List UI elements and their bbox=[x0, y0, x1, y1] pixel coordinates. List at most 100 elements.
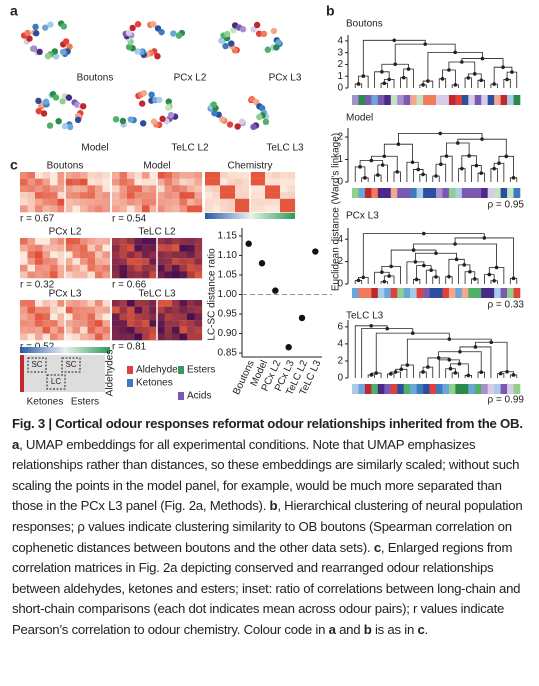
umap-point bbox=[224, 30, 231, 38]
heatmap-title: Model bbox=[143, 161, 170, 172]
heatmap-cell bbox=[72, 306, 81, 314]
heatmap-cell bbox=[72, 185, 81, 193]
heatmap-cell bbox=[87, 185, 96, 193]
y-tick-label: 1 bbox=[337, 154, 343, 165]
dendrogram-node bbox=[413, 260, 418, 264]
heatmap-cell bbox=[65, 192, 73, 199]
odour-color bbox=[423, 384, 430, 394]
odour-color bbox=[500, 95, 508, 105]
dendrogram-branch bbox=[416, 265, 432, 280]
heatmap-cell bbox=[35, 333, 43, 341]
heatmap-cell bbox=[157, 205, 165, 213]
heatmap-cell bbox=[172, 185, 180, 193]
umap-point bbox=[26, 35, 33, 42]
y-tick-label: 2 bbox=[337, 256, 343, 267]
odour-color bbox=[455, 188, 463, 198]
umap-point bbox=[253, 21, 261, 29]
heatmap-cell bbox=[157, 198, 165, 206]
heatmap-cell bbox=[179, 244, 188, 252]
dendrogram-branch bbox=[442, 69, 456, 85]
heatmap-cell bbox=[164, 205, 173, 213]
heatmap-cell bbox=[35, 251, 43, 259]
heatmap-cell bbox=[187, 172, 195, 179]
panel-label: b bbox=[326, 3, 335, 19]
heatmap-cell bbox=[187, 320, 195, 327]
heatmap-cell bbox=[187, 251, 195, 259]
heatmap-cell bbox=[87, 205, 96, 213]
heatmap-cell bbox=[272, 178, 281, 186]
heatmap-cell bbox=[42, 238, 51, 245]
heatmap-cell bbox=[127, 258, 135, 265]
heatmap-cell bbox=[80, 172, 88, 179]
heatmap-cell bbox=[127, 251, 135, 259]
odour-color bbox=[384, 384, 392, 394]
heatmap-cell bbox=[42, 192, 51, 199]
heatmap-cell bbox=[57, 313, 66, 321]
dendrogram-node bbox=[434, 275, 438, 279]
heatmap-cell bbox=[187, 264, 195, 272]
heatmap-cell bbox=[57, 264, 66, 272]
y-tick-label: 4 bbox=[337, 234, 343, 245]
heatmap-cell bbox=[157, 172, 165, 179]
dendrogram-branch bbox=[413, 243, 497, 268]
umap-label: TeLC L3 bbox=[266, 143, 304, 154]
heatmap-cell bbox=[142, 244, 150, 252]
heatmap-cell bbox=[164, 185, 173, 193]
heatmap-cell bbox=[127, 320, 135, 327]
umap-point bbox=[74, 116, 82, 124]
axis-title: Euclidean distance (Ward's linkage) bbox=[331, 133, 342, 291]
colour-bar bbox=[250, 213, 295, 219]
heatmap-cell bbox=[42, 198, 51, 206]
umap-point bbox=[175, 32, 183, 39]
dendrogram-title: PCx L3 bbox=[346, 211, 379, 222]
umap-point bbox=[42, 98, 50, 105]
heatmap-cell bbox=[157, 244, 165, 252]
heatmap-cell bbox=[27, 264, 36, 272]
umap-point bbox=[150, 118, 158, 125]
heatmap-cell bbox=[102, 238, 111, 245]
heatmap-cell bbox=[95, 264, 103, 272]
heatmap-cell bbox=[142, 185, 150, 193]
heatmap-cell bbox=[187, 178, 195, 186]
dendrogram-node bbox=[429, 268, 433, 272]
odour-color bbox=[403, 95, 411, 105]
odour-color bbox=[397, 384, 404, 394]
heatmap-cell bbox=[65, 238, 73, 245]
heatmap-cell bbox=[127, 172, 135, 179]
heatmap-cell bbox=[80, 333, 88, 341]
umap-point bbox=[127, 116, 134, 123]
heatmap-cell bbox=[112, 264, 120, 272]
odour-color bbox=[474, 384, 482, 394]
heatmap-cell bbox=[164, 333, 173, 341]
heatmap-cell bbox=[257, 205, 266, 213]
heatmap-cell bbox=[287, 172, 296, 179]
heatmap-cell bbox=[127, 313, 135, 321]
heatmap-cell bbox=[95, 326, 103, 334]
heatmap-cell bbox=[72, 333, 81, 341]
y-tick-label: 1 bbox=[337, 71, 343, 82]
odour-color bbox=[448, 288, 456, 298]
heatmap-cell bbox=[134, 198, 143, 206]
heatmap-cell bbox=[102, 244, 111, 252]
heatmap-cell bbox=[27, 185, 36, 193]
heatmap-cell bbox=[187, 205, 195, 213]
heatmap-cell bbox=[134, 238, 143, 245]
y-tick-label: 0.85 bbox=[218, 348, 238, 359]
dendrogram-branch bbox=[412, 169, 424, 182]
heatmap-cell bbox=[157, 271, 165, 279]
heatmap-cell bbox=[179, 271, 188, 279]
umap-point bbox=[275, 39, 282, 46]
odour-color bbox=[436, 95, 443, 105]
heatmap-cell bbox=[280, 172, 288, 179]
heatmap-cell bbox=[50, 185, 58, 193]
dendrogram-node bbox=[387, 77, 391, 82]
heatmap-cell bbox=[27, 306, 36, 314]
heatmap-cell bbox=[134, 264, 143, 272]
heatmap-cell bbox=[194, 258, 203, 265]
heatmap-cell bbox=[157, 251, 165, 259]
umap-point bbox=[125, 43, 133, 51]
y-tick-label: 3 bbox=[337, 47, 343, 58]
heatmap-cell bbox=[287, 178, 296, 186]
heatmap-cell bbox=[149, 251, 158, 259]
heatmap-cell bbox=[80, 271, 88, 279]
